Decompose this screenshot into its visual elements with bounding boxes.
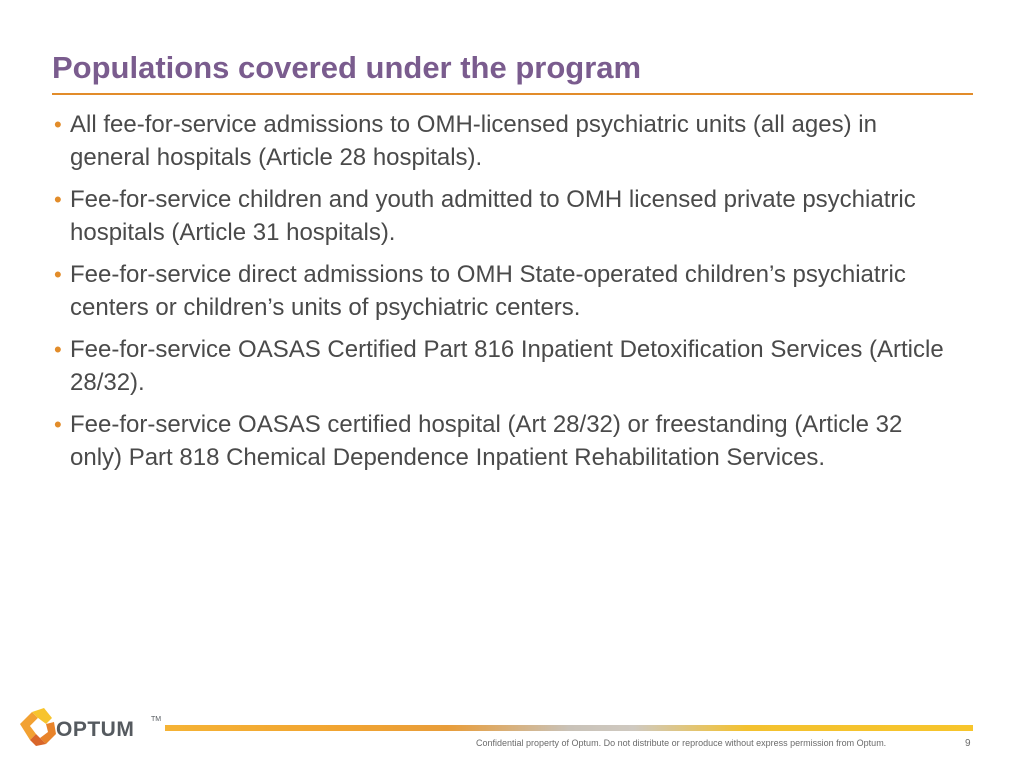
bullet-item-2: • Fee-for-service children and youth adm… [52, 183, 952, 249]
bullet-text: Fee-for-service OASAS certified hospital… [70, 411, 903, 471]
slide-title: Populations covered under the program [52, 50, 642, 85]
bullet-marker: • [54, 262, 62, 287]
bullet-item-4: • Fee-for-service OASAS Certified Part 8… [52, 333, 952, 399]
logo-trademark: TM [151, 716, 162, 723]
title-divider [52, 93, 973, 95]
optum-logo-icon [20, 708, 56, 746]
bullet-text: Fee-for-service direct admissions to OMH… [70, 261, 906, 321]
confidential-notice: Confidential property of Optum. Do not d… [476, 738, 887, 748]
bullet-marker: • [54, 187, 62, 212]
bullet-marker: • [54, 412, 62, 437]
bullet-list: • All fee-for-service admissions to OMH-… [52, 108, 952, 483]
bullet-marker: • [54, 337, 62, 362]
bullet-text: Fee-for-service children and youth admit… [70, 186, 916, 246]
bullet-item-3: • Fee-for-service direct admissions to O… [52, 258, 952, 324]
bullet-item-1: • All fee-for-service admissions to OMH-… [52, 108, 952, 174]
bullet-marker: • [54, 112, 62, 137]
bullet-text: Fee-for-service OASAS Certified Part 816… [70, 336, 944, 396]
logo-wordmark: OPTUM [56, 718, 135, 741]
bullet-item-5: • Fee-for-service OASAS certified hospit… [52, 408, 952, 474]
bullet-text: All fee-for-service admissions to OMH-li… [70, 111, 877, 171]
optum-logo: OPTUM TM [16, 704, 166, 750]
footer-color-band [165, 725, 973, 731]
page-number: 9 [965, 738, 971, 749]
